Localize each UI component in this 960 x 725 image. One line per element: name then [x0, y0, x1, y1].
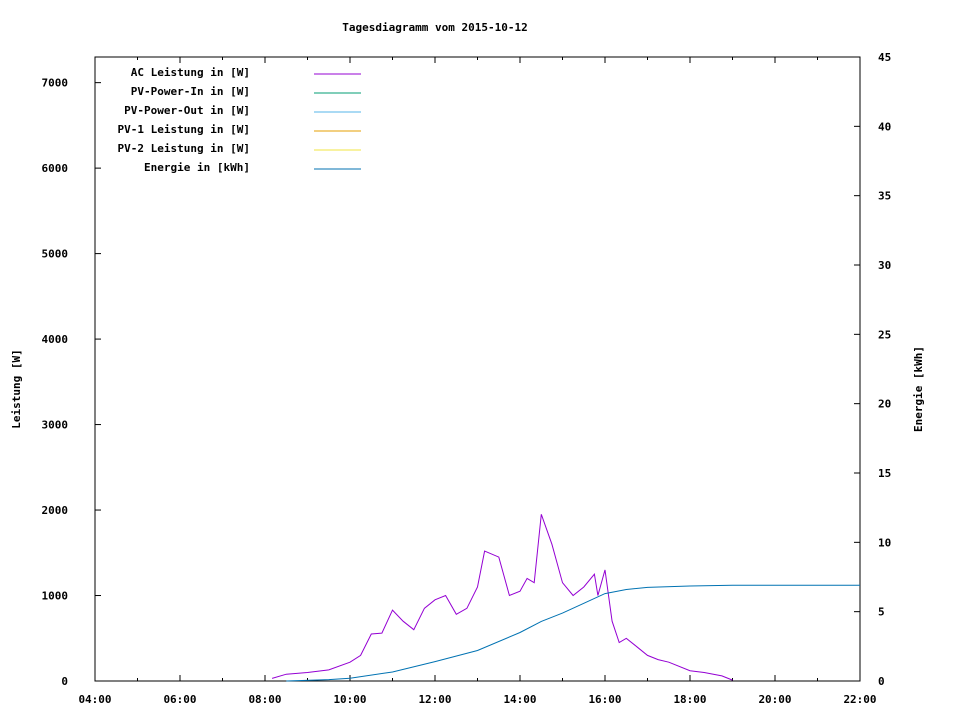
- x-tick-label: 14:00: [503, 693, 536, 706]
- y2-tick-label: 45: [878, 51, 891, 64]
- y-tick-label: 2000: [42, 504, 69, 517]
- legend-label: PV-Power-In in [W]: [131, 85, 250, 98]
- series-line: [271, 514, 733, 681]
- y2-tick-label: 15: [878, 467, 891, 480]
- x-tick-label: 08:00: [248, 693, 281, 706]
- y-tick-label: 0: [61, 675, 68, 688]
- y2-axis-label: Energie [kWh]: [912, 346, 925, 432]
- y2-tick-label: 5: [878, 606, 885, 619]
- y2-tick-label: 0: [878, 675, 885, 688]
- y2-tick-label: 20: [878, 398, 891, 411]
- y-tick-label: 1000: [42, 590, 69, 603]
- y2-tick-label: 30: [878, 259, 891, 272]
- y-axis-label: Leistung [W]: [10, 349, 23, 428]
- y2-tick-label: 40: [878, 120, 891, 133]
- y2-tick-label: 25: [878, 328, 891, 341]
- y-tick-label: 3000: [42, 419, 69, 432]
- y2-tick-label: 35: [878, 190, 891, 203]
- legend-label: PV-2 Leistung in [W]: [118, 142, 250, 155]
- legend-label: PV-1 Leistung in [W]: [118, 123, 250, 136]
- x-tick-label: 06:00: [163, 693, 196, 706]
- legend-label: Energie in [kWh]: [144, 161, 250, 174]
- y-tick-label: 7000: [42, 77, 69, 90]
- y-tick-label: 5000: [42, 248, 69, 261]
- x-tick-label: 12:00: [418, 693, 451, 706]
- x-tick-label: 18:00: [673, 693, 706, 706]
- y2-tick-label: 10: [878, 536, 891, 549]
- chart-title: Tagesdiagramm vom 2015-10-12: [342, 21, 527, 34]
- y-tick-label: 4000: [42, 333, 69, 346]
- x-tick-label: 04:00: [78, 693, 111, 706]
- x-tick-label: 16:00: [588, 693, 621, 706]
- x-tick-label: 20:00: [758, 693, 791, 706]
- legend-label: AC Leistung in [W]: [131, 66, 250, 79]
- x-tick-label: 10:00: [333, 693, 366, 706]
- legend-label: PV-Power-Out in [W]: [124, 104, 250, 117]
- y-tick-label: 6000: [42, 162, 69, 175]
- series-line: [286, 584, 860, 682]
- x-tick-label: 22:00: [843, 693, 876, 706]
